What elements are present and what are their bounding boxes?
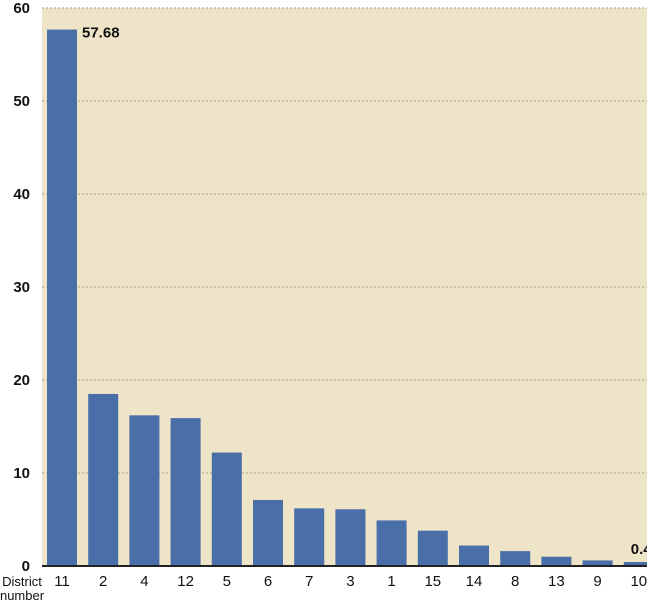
y-tick-label: 0 <box>22 558 30 575</box>
data-label: 0.43 <box>631 541 647 558</box>
x-tick-label: 9 <box>593 573 601 590</box>
bar <box>47 29 77 567</box>
bar <box>376 520 407 566</box>
bar <box>88 393 119 566</box>
y-tick-label: 30 <box>13 279 30 296</box>
x-tick-label: 10 <box>630 573 647 590</box>
x-tick-label: 6 <box>264 573 272 590</box>
bars <box>47 29 647 567</box>
bar <box>623 562 647 566</box>
x-tick-label: 7 <box>305 573 313 590</box>
x-tick-label: 15 <box>424 573 441 590</box>
x-tick-label: 4 <box>140 573 148 590</box>
data-labels: 57.68 0.43 <box>82 25 647 558</box>
bar <box>129 415 160 566</box>
x-tick-label: 3 <box>346 573 354 590</box>
x-tick-label: 13 <box>548 573 565 590</box>
x-tick-label: 5 <box>223 573 231 590</box>
bar <box>582 560 613 566</box>
x-tick-label: 12 <box>177 573 194 590</box>
bar <box>294 508 325 566</box>
bar <box>417 530 448 566</box>
x-tick-label: 2 <box>99 573 107 590</box>
y-tick-label: 50 <box>13 93 30 110</box>
data-label: 57.68 <box>82 25 120 42</box>
bar <box>541 556 572 566</box>
x-axis-title-line-2: number <box>0 588 45 603</box>
bar <box>211 452 242 566</box>
bar <box>500 551 531 566</box>
x-tick-labels: 11 2 4 12 5 6 7 3 1 15 14 8 13 9 10 <box>54 573 647 590</box>
x-tick-label: 1 <box>387 573 395 590</box>
y-tick-label: 10 <box>13 465 30 482</box>
y-tick-label: 20 <box>13 372 30 389</box>
bar <box>459 545 489 566</box>
x-tick-label: 14 <box>466 573 483 590</box>
y-tick-label: 40 <box>13 186 30 203</box>
x-tick-label: 11 <box>54 573 70 590</box>
x-tick-label: 8 <box>511 573 519 590</box>
x-axis-title-line-1: District <box>2 574 42 589</box>
bar <box>253 499 283 566</box>
bar <box>170 418 201 566</box>
y-tick-labels: 0 10 20 30 40 50 60 <box>13 0 30 575</box>
y-tick-label: 60 <box>13 0 30 17</box>
bar <box>335 509 366 566</box>
